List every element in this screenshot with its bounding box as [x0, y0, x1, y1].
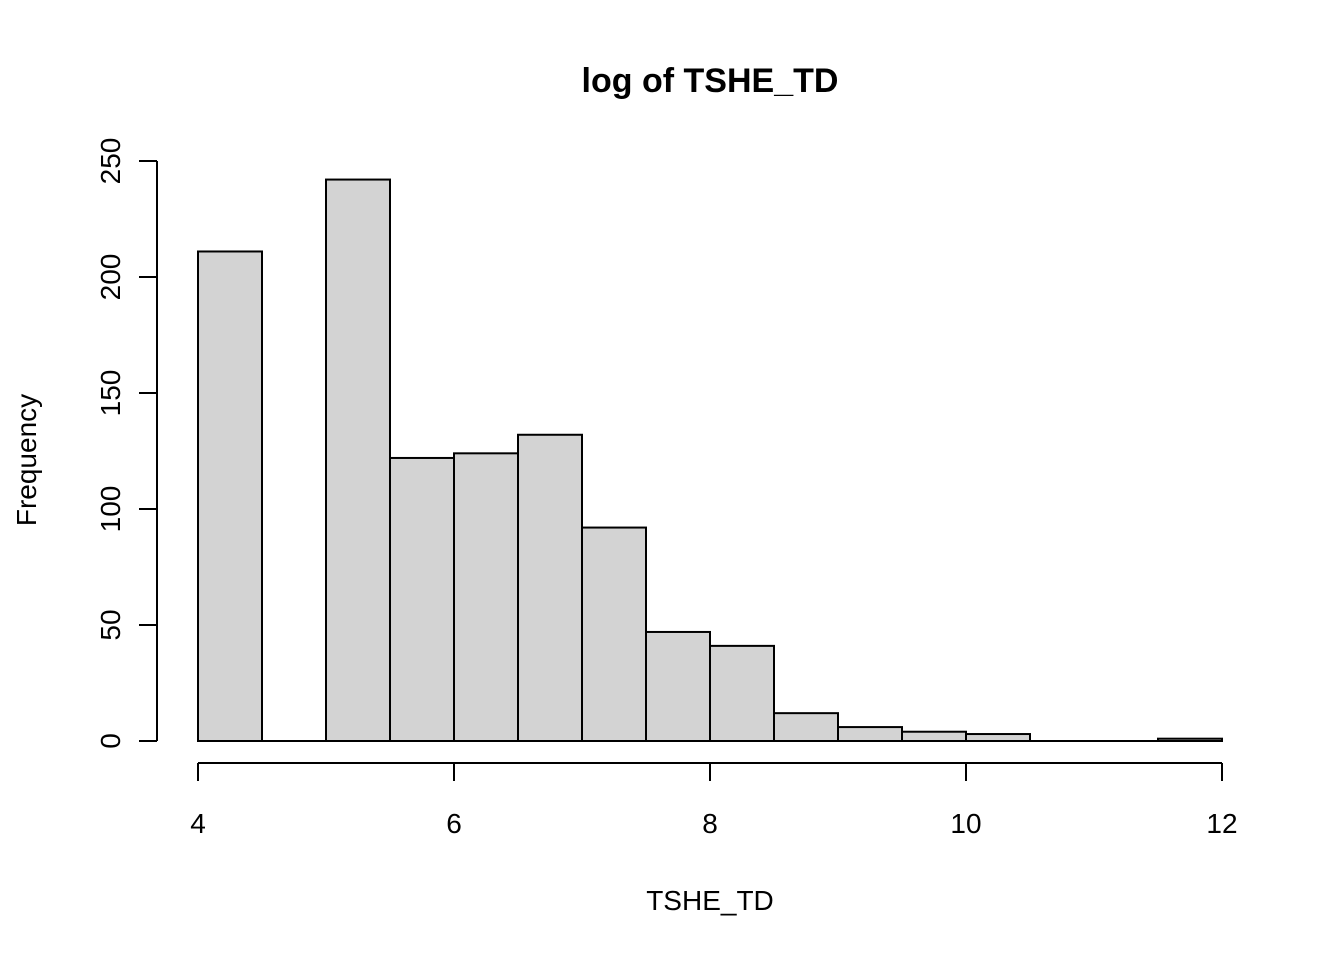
chart-title: log of TSHE_TD: [582, 62, 839, 100]
x-tick-label-0: 4: [190, 808, 206, 839]
y-tick-label-2: 100: [95, 486, 126, 533]
y-axis-label: Frequency: [11, 394, 42, 526]
x-tick-label-1: 6: [446, 808, 462, 839]
x-tick-label-4: 12: [1206, 808, 1237, 839]
y-tick-label-4: 200: [95, 254, 126, 301]
y-tick-label-5: 250: [95, 138, 126, 185]
histogram-bar-5: [517, 433, 583, 742]
y-tick-label-0: 0: [95, 733, 126, 749]
histogram-bar-7: [645, 630, 711, 743]
bars-group: [197, 178, 1223, 743]
x-tick-label-3: 10: [950, 808, 981, 839]
histogram-bar-12: [965, 733, 1031, 742]
histogram-bar-11: [901, 730, 967, 742]
x-tick-label-2: 8: [702, 808, 718, 839]
x-axis-label: TSHE_TD: [646, 885, 774, 916]
histogram-bar-2: [325, 178, 391, 742]
histogram-bar-4: [453, 452, 519, 742]
histogram-bar-9: [773, 712, 839, 742]
x-axis: 4 6 8 10 12: [190, 762, 1238, 839]
y-tick-label-1: 50: [95, 609, 126, 640]
y-axis: 0 50 100 150 200 250: [95, 138, 158, 749]
histogram-bar-10: [837, 726, 903, 743]
histogram-bar-6: [581, 526, 647, 742]
y-tick-label-3: 150: [95, 370, 126, 417]
histogram-bar-0: [197, 250, 263, 742]
histogram-bar-8: [709, 644, 775, 743]
histogram-bar-3: [389, 456, 455, 742]
histogram-bar-15: [1157, 737, 1223, 742]
